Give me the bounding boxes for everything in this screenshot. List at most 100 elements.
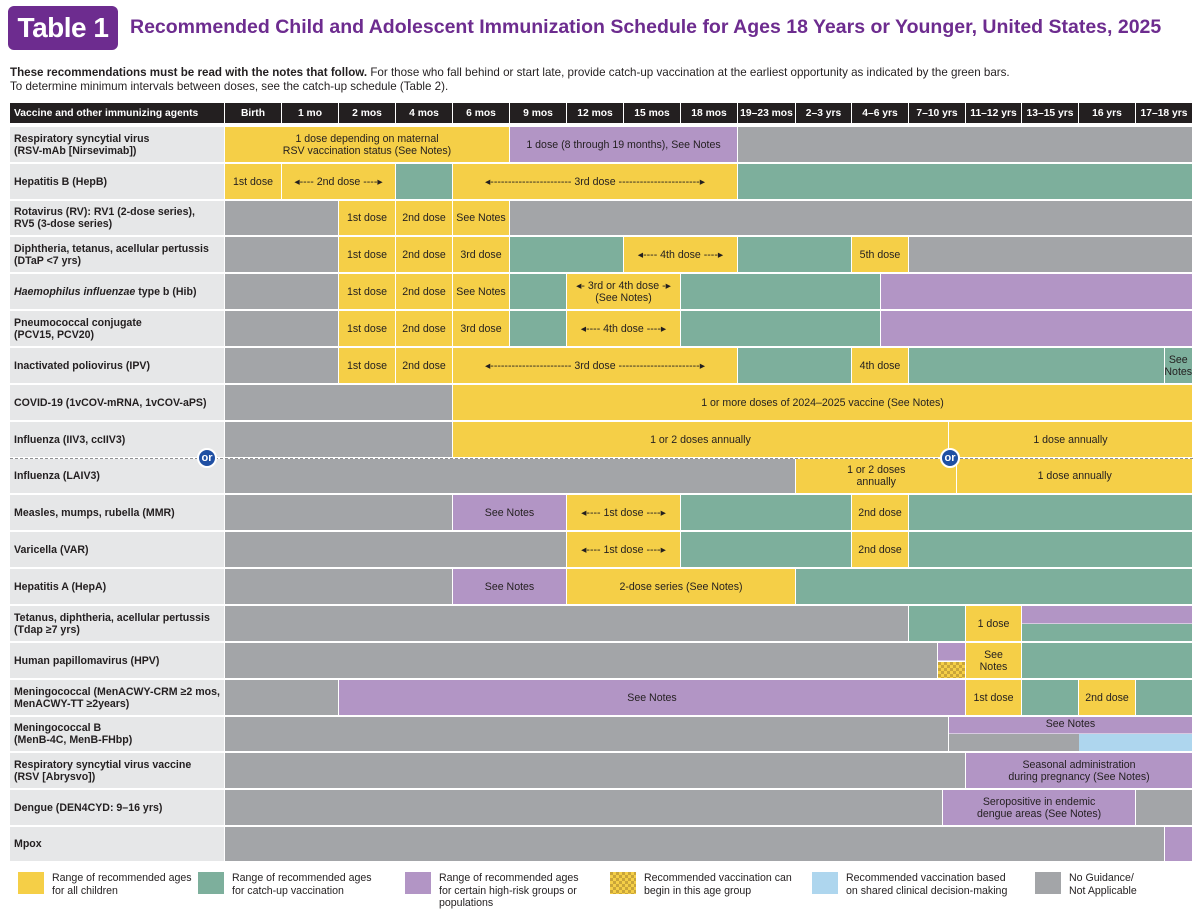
row-label-text: Respiratory syncytial virus vaccine (RSV … (14, 759, 191, 783)
bar-text: 2nd dose (402, 212, 446, 224)
bar-text: 2nd dose (402, 285, 446, 298)
intro-bold: These recommendations must be read with … (10, 66, 368, 79)
legend-text: No Guidance/ Not Applicable (1069, 872, 1137, 897)
schedule-bar: 1 dose annually (948, 422, 1193, 457)
schedule-bar (225, 311, 339, 346)
row-label: Dengue (DEN4CYD: 9–16 yrs) (10, 790, 224, 825)
row-label-line: Rotavirus (RV): RV1 (2-dose series), (14, 206, 195, 218)
header-col-6: 9 mos (510, 103, 567, 123)
row-label-line: (MenB-4C, MenB-FHbp) (14, 734, 133, 746)
row-label: Diphtheria, tetanus, acellular pertussis… (10, 237, 224, 272)
schedule-bar: 1st dose (339, 237, 396, 272)
header-col-12: 4–6 yrs (852, 103, 909, 123)
schedule-bar (225, 274, 339, 309)
row-label-text: COVID-19 (1vCOV-mRNA, 1vCOV-aPS) (14, 397, 207, 409)
intro-text1: For those who fall behind or start late,… (367, 66, 1010, 79)
header-col-3: 2 mos (339, 103, 396, 123)
schedule-bar (909, 237, 1193, 272)
schedule-bar: 2nd dose (1079, 680, 1136, 715)
schedule-bar: ◂---- 2nd dose ----▸ (282, 164, 396, 199)
schedule-bar: 1st dose (339, 311, 396, 346)
schedule-bar: See Notes (453, 201, 510, 235)
bar-text: ◂---- 2nd dose ----▸ (294, 175, 383, 188)
bar-text: 1 dose annually (1033, 433, 1108, 446)
bar-text: 1st dose (346, 285, 388, 298)
legend-item: Range of recommended ages for all childr… (18, 872, 192, 897)
schedule-bar (1022, 680, 1079, 715)
gray-fill (948, 734, 1079, 751)
bar-text: 1 or 2 doses annually (650, 433, 751, 446)
schedule-bar: 2nd dose (852, 495, 909, 530)
row-label: Pneumococcal conjugate (PCV15, PCV20) (10, 311, 224, 346)
schedule-bar (909, 348, 1165, 383)
bar-text: 1st dose (973, 691, 1014, 704)
schedule-bar (909, 532, 1193, 567)
bar-text: ◂---- 4th dose ----▸ (580, 322, 667, 335)
schedule-bar: ◂---- 4th dose ----▸ (567, 311, 681, 346)
row-label-line: (Tdap ≥7 yrs) (14, 623, 80, 636)
bar-text: 5th dose (859, 248, 901, 261)
row-label-line: Haemophilus influenzae type b (Hib) (14, 285, 197, 298)
row-label: Meningococcal B (MenB-4C, MenB-FHbp) (10, 717, 224, 751)
schedule-bar: 2nd dose (396, 237, 453, 272)
schedule-bar: See Notes (1164, 348, 1193, 383)
legend-item: Recommended vaccination based on shared … (812, 872, 1007, 897)
header-col-4: 4 mos (396, 103, 453, 123)
row-label: Influenza (LAIV3) (10, 459, 224, 493)
schedule-bar: 1st dose (225, 164, 282, 199)
bar-text: 4th dose (859, 359, 901, 372)
schedule-bar (225, 459, 796, 493)
row-label-line: Varicella (VAR) (14, 543, 89, 556)
schedule-bar (225, 643, 938, 678)
row-label-line: Diphtheria, tetanus, acellular pertussis (14, 242, 209, 255)
row-label-line: (DTaP <7 yrs) (14, 254, 82, 267)
legend-item: Recommended vaccination can begin in thi… (610, 872, 792, 897)
schedule-bar: See Notes (453, 495, 567, 530)
schedule-bar: 1st dose (339, 348, 396, 383)
row-label-line: Inactivated poliovirus (IPV) (14, 359, 150, 372)
row-label-text: Influenza (LAIV3) (14, 470, 100, 482)
bar-text: 2nd dose (402, 248, 446, 261)
table-badge: Table 1 (8, 6, 118, 50)
row-label-line: Human papillomavirus (HPV) (14, 654, 160, 667)
schedule-bar: 2nd dose (396, 274, 453, 309)
schedule-bar (225, 495, 453, 530)
header-agents: Vaccine and other immunizing agents (10, 103, 225, 123)
row-label-line: Meningococcal (MenACWY-CRM ≥2 mos, (14, 685, 220, 698)
row-label-text: Mpox (14, 838, 42, 850)
row-label-text: Human papillomavirus (HPV) (14, 655, 159, 667)
bar-text: Seasonal administration during pregnancy… (1008, 758, 1150, 783)
legend-item: No Guidance/ Not Applicable (1035, 872, 1137, 897)
or-badge: or (940, 448, 960, 468)
or-divider-line (10, 458, 1193, 459)
schedule-bar: See Notes (453, 569, 567, 604)
schedule-bar: 1 dose annually (957, 459, 1193, 493)
row-label-text: Influenza (IIV3, ccIIV3) (14, 434, 125, 446)
bar-text: 3rd dose (460, 248, 502, 261)
row-label-text: Varicella (VAR) (14, 544, 89, 556)
or-badge: or (197, 448, 217, 468)
row-label-text: Meningococcal (MenACWY-CRM ≥2 mos, MenACW… (14, 686, 220, 710)
schedule-bar: See Notes (339, 680, 966, 715)
row-label: Influenza (IIV3, ccIIV3) (10, 422, 224, 457)
header-col-17: 17–18 yrs (1136, 103, 1193, 123)
schedule-bar (681, 274, 881, 309)
schedule-bar: 1 or 2 doses annually (796, 459, 958, 493)
schedule-bar: ◂----------------------- 3rd dose ------… (453, 164, 738, 199)
bar-text: 1 dose depending on maternal RSV vaccina… (282, 132, 452, 157)
schedule-bar (937, 643, 966, 678)
row-label-text: Tetanus, diphtheria, acellular pertussis… (14, 612, 210, 636)
schedule-bar (1022, 643, 1193, 678)
schedule-bar (225, 385, 453, 420)
schedule-bar (738, 237, 852, 272)
schedule-bar (225, 753, 966, 788)
row-label: Human papillomavirus (HPV) (10, 643, 224, 678)
schedule-bar (396, 164, 453, 199)
bar-text: 3rd dose (460, 322, 502, 335)
schedule-bar (1136, 680, 1193, 715)
row-label-line: Measles, mumps, rubella (MMR) (14, 506, 175, 519)
legend-text: Range of recommended ages for catch-up v… (232, 872, 372, 897)
bar-text: 1st dose (232, 175, 274, 188)
schedule-bar: 5th dose (852, 237, 909, 272)
schedule-bar (225, 422, 453, 457)
